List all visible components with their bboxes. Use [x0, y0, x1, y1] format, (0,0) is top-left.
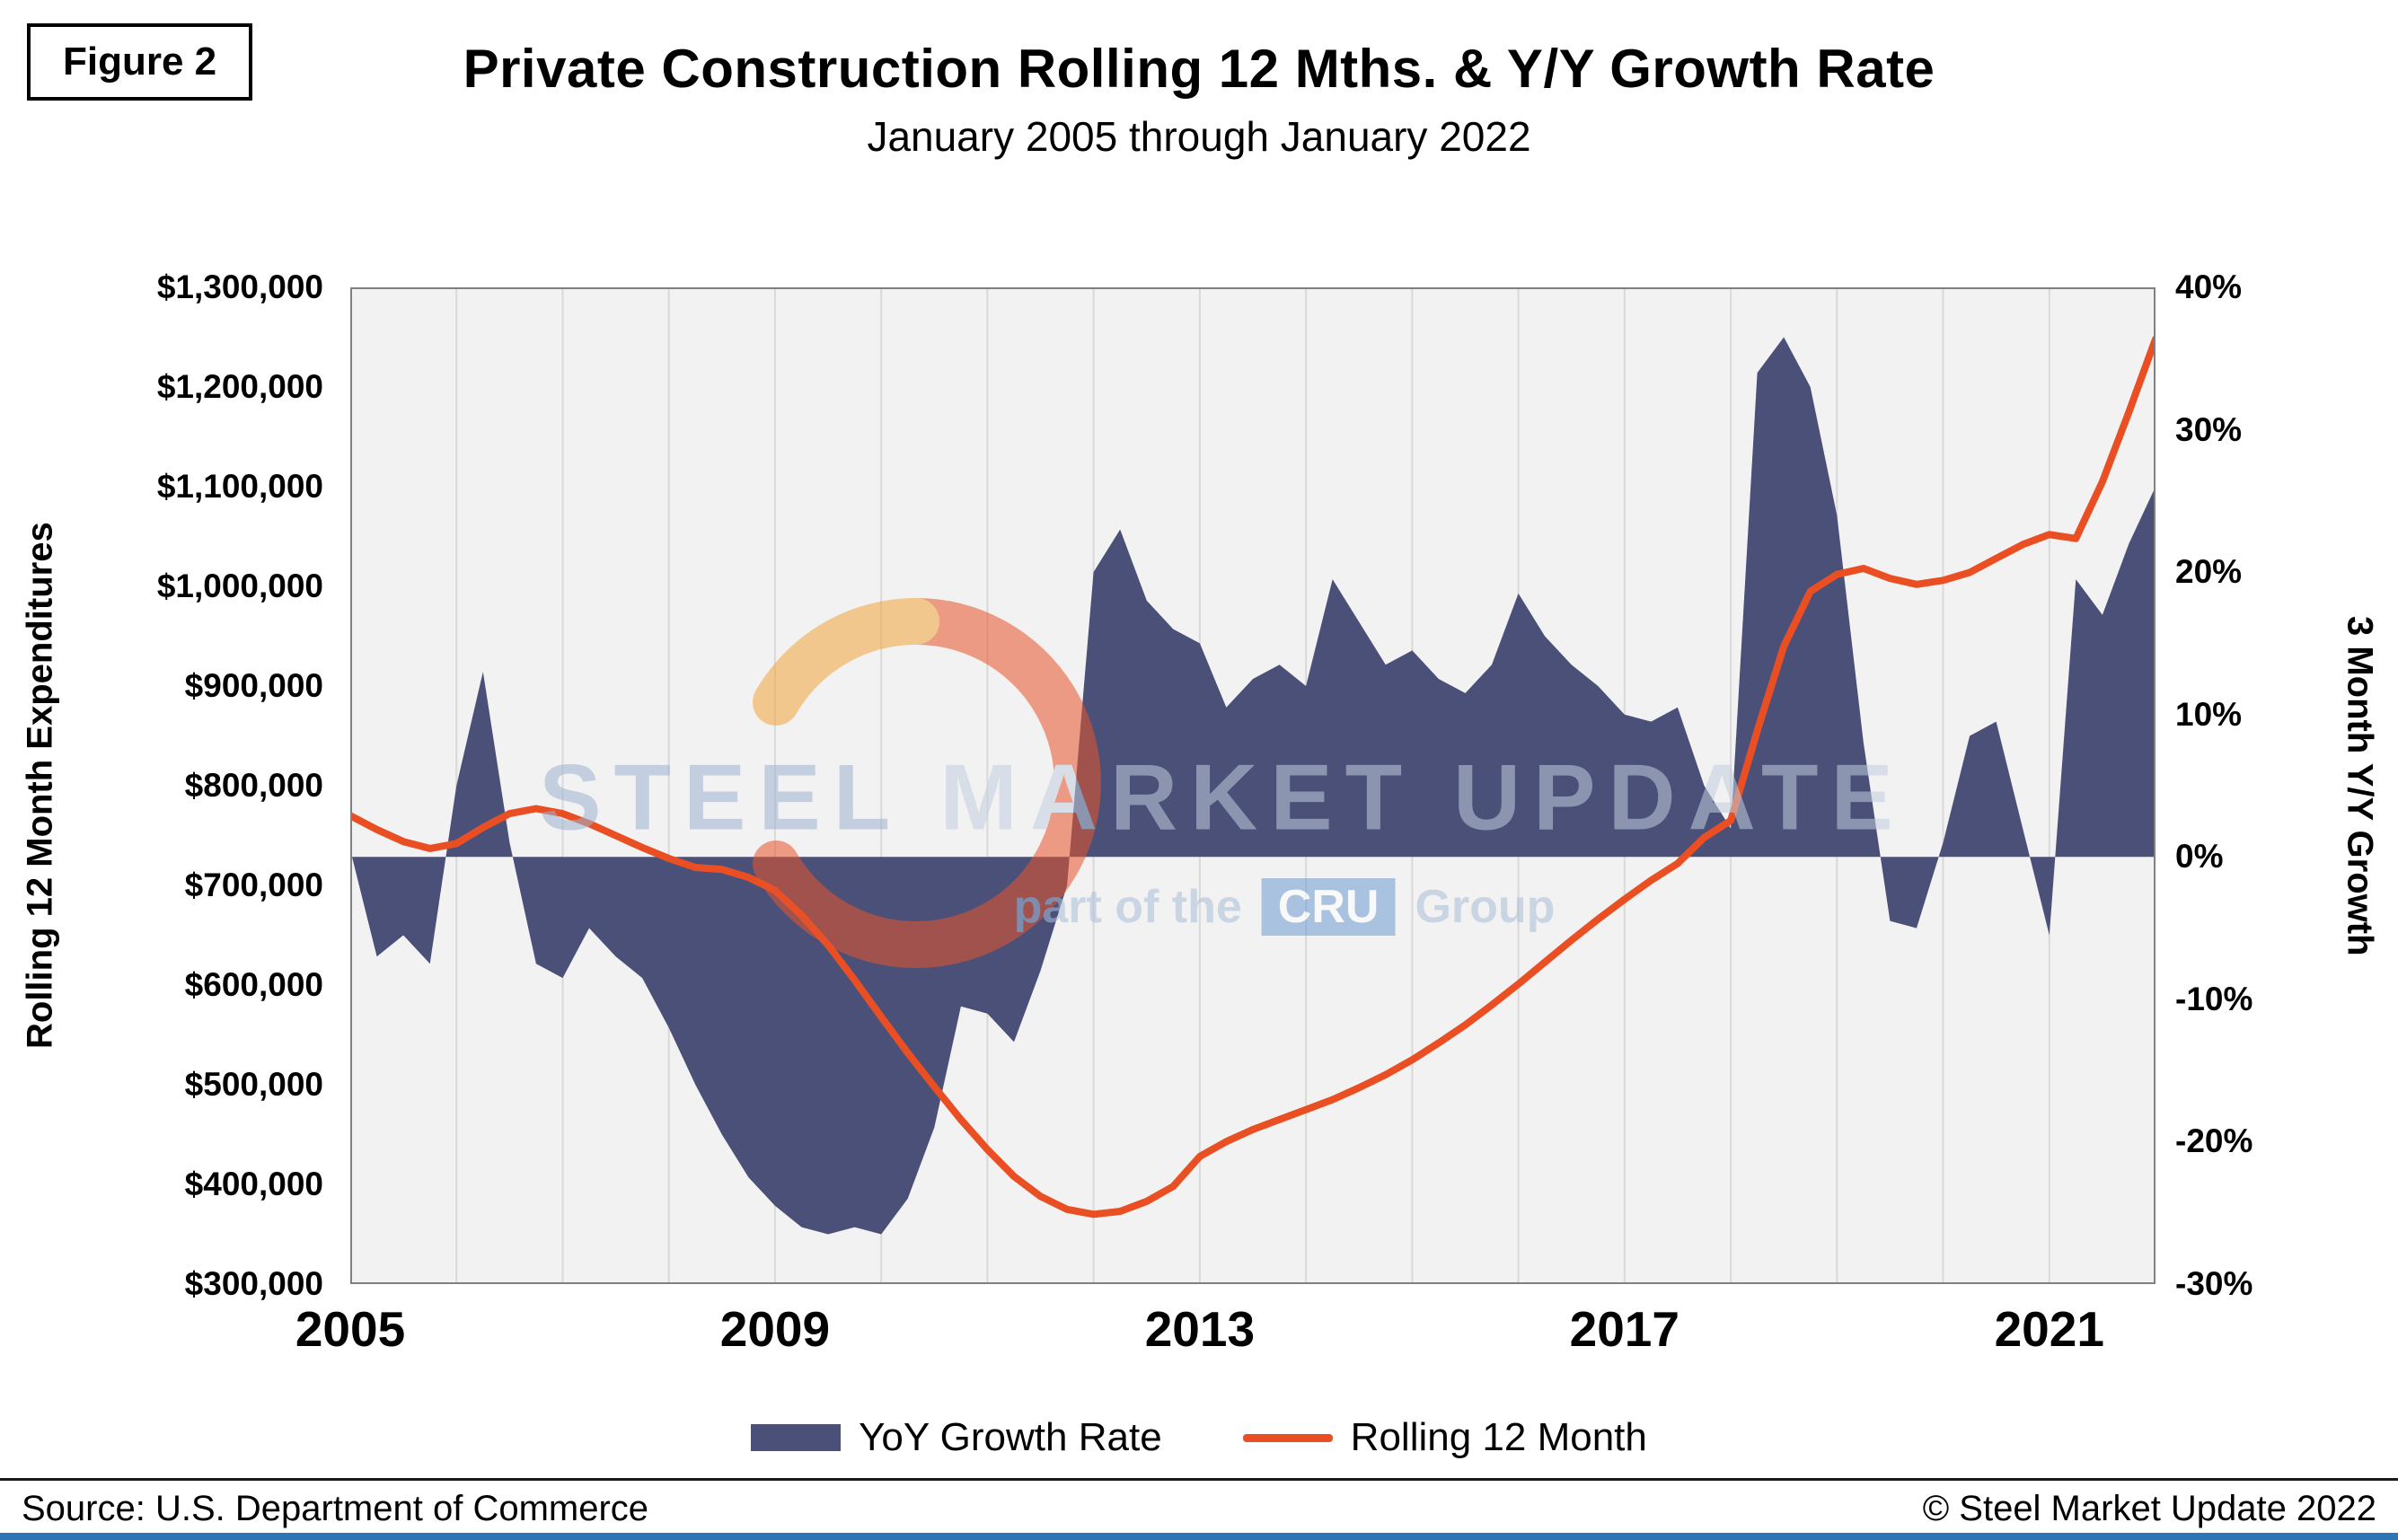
title-block: Private Construction Rolling 12 Mths. & … [0, 38, 2398, 161]
x-axis-tick-label: 2017 [1569, 1301, 1679, 1357]
chart-legend: YoY Growth Rate Rolling 12 Month [0, 1415, 2398, 1460]
left-axis-tick-label: $1,100,000 [156, 468, 323, 505]
plot-area [350, 287, 2156, 1284]
left-axis-tick-labels: $1,300,000 $1,200,000 $1,100,000 $1,000,000… [79, 268, 323, 1302]
chart-title: Private Construction Rolling 12 Mths. & … [463, 39, 1935, 99]
left-axis-tick-label: $1,300,000 [156, 268, 323, 305]
copyright-text: © Steel Market Update 2022 [1922, 1489, 2376, 1528]
figure-label: Figure 2 [27, 23, 253, 101]
left-axis-title: Rolling 12 Month Expenditures [20, 522, 60, 1050]
right-axis-tick-label: -10% [2175, 980, 2253, 1017]
right-axis-tick-label: 30% [2175, 410, 2243, 448]
left-axis-tick-label: $1,000,000 [156, 568, 323, 604]
footer-divider [0, 1478, 2398, 1481]
yoy-growth-swatch-icon [751, 1424, 842, 1451]
left-axis-tick-label: $1,200,000 [156, 368, 323, 405]
legend-label-rolling-12-month: Rolling 12 Month [1350, 1415, 1647, 1459]
left-axis-tick-label: $700,000 [184, 867, 323, 903]
x-axis-tick-label: 2009 [719, 1301, 831, 1357]
source-text: Source: U.S. Department of Commerce [22, 1489, 649, 1528]
legend-item-rolling-12-month: Rolling 12 Month [1242, 1415, 1647, 1460]
x-axis-tick-label: 2021 [1994, 1301, 2104, 1357]
right-axis-tick-label: 40% [2175, 268, 2243, 305]
right-axis-tick-label: 10% [2175, 695, 2243, 733]
left-axis-tick-label: $600,000 [184, 966, 323, 1003]
right-axis-tick-label: -20% [2175, 1122, 2253, 1160]
left-axis-tick-label: $400,000 [184, 1166, 323, 1202]
left-axis-tick-label: $800,000 [184, 767, 323, 804]
x-axis-tick-labels: 2005 2009 2013 2017 2021 [295, 1300, 2156, 1360]
chart-subtitle: January 2005 through January 2022 [867, 113, 1531, 160]
bottom-accent-bar [0, 1533, 2398, 1540]
right-axis-tick-labels: 40% 30% 20% 10% 0% -10% -20% -30% [2175, 268, 2382, 1302]
right-axis-title: 3 Month Y/Y Growth [2340, 615, 2380, 956]
yoy-growth-area [350, 337, 2156, 1235]
plot-border [350, 287, 2156, 1284]
x-axis-tick-label: 2005 [295, 1301, 406, 1357]
left-axis-tick-label: $500,000 [184, 1066, 323, 1103]
chart-canvas [350, 287, 2156, 1284]
left-axis-tick-label: $300,000 [184, 1265, 323, 1302]
legend-label-yoy-growth: YoY Growth Rate [859, 1415, 1162, 1459]
rolling-12-month-line [350, 335, 2156, 1219]
legend-item-yoy-growth: YoY Growth Rate [751, 1415, 1162, 1460]
right-axis-tick-label: -30% [2175, 1265, 2253, 1302]
left-axis-tick-label: $900,000 [184, 667, 323, 704]
x-axis-tick-label: 2013 [1144, 1301, 1256, 1357]
right-axis-tick-label: 0% [2175, 838, 2224, 876]
right-axis-tick-label: 20% [2175, 553, 2243, 591]
rolling-12-month-line-icon [1242, 1433, 1333, 1442]
